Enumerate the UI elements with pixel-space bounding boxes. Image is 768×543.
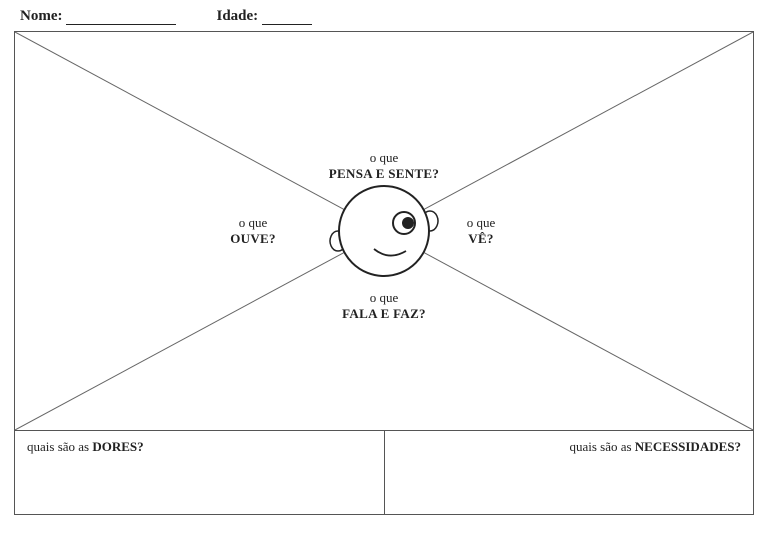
name-label: Nome: xyxy=(20,8,62,25)
quadrant-small: o que xyxy=(329,150,439,166)
quadrant-big: OUVE? xyxy=(230,231,276,247)
age-underline[interactable] xyxy=(262,11,312,25)
name-field: Nome: xyxy=(20,8,176,25)
quadrant-see: o que VÊ? xyxy=(463,215,500,248)
quadrant-hear: o que OUVE? xyxy=(226,215,280,248)
header: Nome: Idade: xyxy=(14,8,754,25)
age-field: Idade: xyxy=(216,8,312,25)
name-underline[interactable] xyxy=(66,11,176,25)
needs-prefix: quais são as xyxy=(569,439,634,454)
quadrant-small: o que xyxy=(467,215,496,231)
pains-prefix: quais são as xyxy=(27,439,92,454)
bottom-row: quais são as DORES? quais são as NECESSI… xyxy=(14,431,754,515)
age-label: Idade: xyxy=(216,8,258,25)
quadrant-small: o que xyxy=(342,290,426,306)
pains-box: quais são as DORES? xyxy=(15,431,384,514)
empathy-map-box: o que PENSA E SENTE? o que OUVE? o que V… xyxy=(14,31,754,431)
quadrant-say-do: o que FALA E FAZ? xyxy=(338,290,430,323)
needs-box: quais são as NECESSIDADES? xyxy=(384,431,754,514)
face-icon xyxy=(324,171,444,291)
pains-bold: DORES? xyxy=(92,439,143,454)
needs-bold: NECESSIDADES? xyxy=(635,439,741,454)
quadrant-small: o que xyxy=(230,215,276,231)
quadrant-big: FALA E FAZ? xyxy=(342,306,426,322)
quadrant-big: VÊ? xyxy=(467,231,496,247)
